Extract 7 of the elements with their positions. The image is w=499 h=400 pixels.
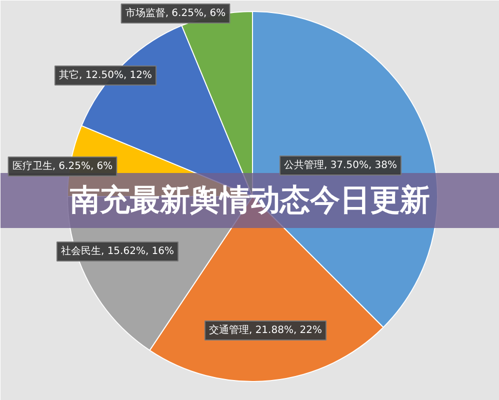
slice-label: 社会民生, 15.62%, 16% bbox=[60, 245, 174, 257]
text: 南充最新舆情动态今日更新 bbox=[70, 183, 430, 218]
slice-label: 交通管理, 21.88%, 22% bbox=[208, 324, 322, 336]
slice-label: 其它, 12.50%, 12% bbox=[58, 69, 152, 81]
slice-label: 市场监督, 6.25%, 6% bbox=[125, 7, 226, 19]
slice-label: 医疗卫生, 6.25%, 6% bbox=[12, 160, 113, 172]
slice-label: 公共管理, 37.50%, 38% bbox=[284, 159, 398, 171]
